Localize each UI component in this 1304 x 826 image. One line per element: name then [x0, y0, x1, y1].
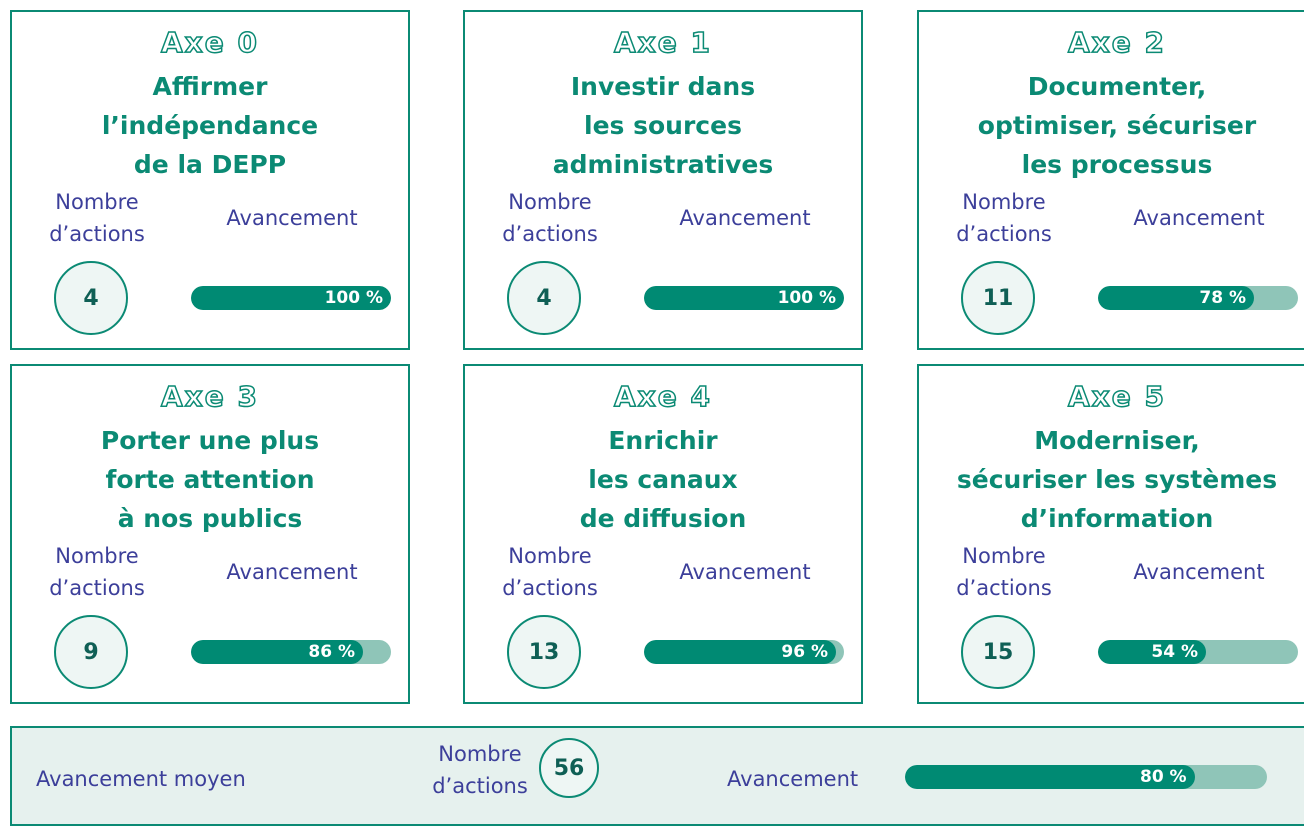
progress-track: 54 %: [1098, 640, 1298, 664]
card-title: Investir dans: [570, 72, 756, 101]
progress-label: 100 %: [777, 288, 836, 308]
card-title: les canaux: [588, 465, 738, 494]
progress-bar: 80 %: [905, 765, 1195, 789]
axis-card: Axe 2 Documenter, optimiser, sécuriser les …: [917, 10, 1304, 350]
count-label: Nombre d’actions: [49, 544, 145, 600]
progress-track: 80 %: [905, 765, 1267, 789]
progress-bar: 78 %: [1098, 286, 1254, 310]
progress-heading: Avancement: [226, 560, 358, 584]
count-label: Nombre d’actions: [432, 742, 528, 798]
axis-label: Axe 3: [160, 379, 259, 414]
progress-label: 54 %: [1151, 642, 1198, 662]
progress-heading: Avancement: [1133, 206, 1265, 230]
axis-card: Axe 4 Enrichir les canaux de diffusion Nombr…: [463, 364, 863, 704]
card-title: d’information: [1020, 504, 1214, 533]
progress-label: 100 %: [324, 288, 383, 308]
card-title: Enrichir: [608, 426, 718, 455]
axis-label: Axe 4: [613, 379, 712, 414]
progress-bar: 86 %: [191, 640, 363, 664]
axis-card: Axe 1 Investir dans les sources administrat…: [463, 10, 863, 350]
progress-heading: Avancement: [679, 560, 811, 584]
count-circle: 9: [54, 615, 128, 689]
axis-label: Axe 2: [1067, 25, 1166, 60]
axis-card: Axe 3 Porter une plus forte attention à nos…: [10, 364, 410, 704]
count-circle: 15: [961, 615, 1035, 689]
progress-bar: 100 %: [644, 286, 844, 310]
count-label: Nombre d’actions: [956, 190, 1052, 246]
card-title: forte attention: [105, 465, 315, 494]
axis-label: Axe 0: [160, 25, 259, 60]
progress-track: 78 %: [1098, 286, 1298, 310]
progress-track: 100 %: [644, 286, 844, 310]
progress-label: 96 %: [781, 642, 828, 662]
axis-card: Axe 5 Moderniser, sécuriser les systèmes d’…: [917, 364, 1304, 704]
count-label: Nombre d’actions: [502, 544, 598, 600]
progress-heading: Avancement: [226, 206, 358, 230]
card-title: à nos publics: [117, 504, 303, 533]
count-circle: 4: [54, 261, 128, 335]
count-label: Nombre d’actions: [956, 544, 1052, 600]
card-title: administratives: [552, 150, 774, 179]
card-title: Moderniser,: [1034, 426, 1200, 455]
count-circle: 13: [507, 615, 581, 689]
count-label: Nombre d’actions: [502, 190, 598, 246]
card-title: les processus: [1021, 150, 1213, 179]
progress-track: 86 %: [191, 640, 391, 664]
count-circle: 56: [539, 738, 599, 798]
card-title: de diffusion: [579, 504, 747, 533]
card-title: de la DEPP: [133, 150, 287, 179]
card-title: Documenter,: [1027, 72, 1207, 101]
count-label: Nombre d’actions: [49, 190, 145, 246]
progress-bar: 54 %: [1098, 640, 1206, 664]
progress-bar: 96 %: [644, 640, 836, 664]
axis-label: Axe 1: [613, 25, 712, 60]
progress-label: 86 %: [308, 642, 355, 662]
progress-label: 80 %: [1139, 767, 1187, 787]
summary-bar: Avancement moyen Nombre d’actions 56 Avance…: [10, 726, 1304, 826]
progress-label: 78 %: [1199, 288, 1246, 308]
progress-heading: Avancement: [1133, 560, 1265, 584]
count-circle: 11: [961, 261, 1035, 335]
card-title: Porter une plus: [100, 426, 320, 455]
progress-track: 96 %: [644, 640, 844, 664]
progress-heading: Avancement: [727, 767, 859, 791]
axis-label: Axe 5: [1067, 379, 1166, 414]
card-title: les sources: [584, 111, 742, 140]
progress-bar: 100 %: [191, 286, 391, 310]
progress-heading: Avancement: [679, 206, 811, 230]
card-title: Affirmer: [152, 72, 268, 101]
axis-card: Axe 0 Affirmer l’indépendance de la DEPP Nom…: [10, 10, 410, 350]
card-title: l’indépendance: [101, 111, 319, 140]
card-title: sécuriser les systèmes: [956, 465, 1278, 494]
summary-title: Avancement moyen: [36, 767, 246, 791]
count-circle: 4: [507, 261, 581, 335]
progress-track: 100 %: [191, 286, 391, 310]
card-title: optimiser, sécuriser: [977, 111, 1257, 140]
